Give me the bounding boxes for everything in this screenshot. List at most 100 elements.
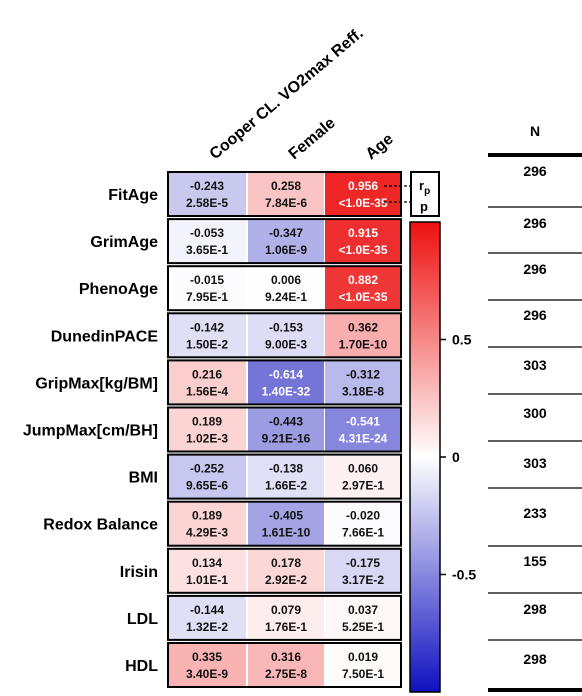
n-value: 155	[523, 553, 547, 569]
cell-p-value: 9.00E-3	[265, 337, 307, 351]
row-label-7: BMI	[129, 470, 158, 487]
cell-r-value: 0.079	[271, 603, 301, 617]
heatmap-cell	[325, 454, 401, 499]
cell-p-value: 2.75E-8	[265, 667, 307, 681]
n-value: 300	[523, 405, 547, 421]
cell-r-value: -0.015	[190, 273, 224, 287]
column-label-2: Female	[286, 115, 339, 164]
row-label-9: Irisin	[120, 564, 158, 581]
colorbar	[409, 221, 441, 693]
heatmap-cell	[248, 595, 324, 640]
row-label-4: DunedinPACE	[51, 328, 159, 345]
cell-r-value: 0.019	[348, 650, 378, 664]
cell-p-value: <1.0E-35	[338, 196, 387, 210]
heatmap-cell	[248, 501, 324, 546]
heatmap-cell	[325, 501, 401, 546]
cell-r-value: 0.134	[192, 556, 222, 570]
row-outline	[167, 500, 402, 547]
cell-p-value: 9.21E-16	[262, 432, 311, 446]
n-value: 233	[523, 505, 547, 521]
colorbar-tick-label: 0	[452, 449, 460, 465]
cell-r-value: 0.258	[271, 179, 301, 193]
row-outline	[167, 218, 402, 265]
cell-p-value: 1.32E-2	[186, 620, 228, 634]
row-label-2: GrimAge	[90, 234, 158, 251]
cell-r-value: -0.153	[269, 320, 303, 334]
row-outline	[167, 547, 402, 594]
row-label-10: LDL	[127, 611, 158, 628]
cell-p-value: 1.66E-2	[265, 479, 307, 493]
row-outline	[167, 453, 402, 500]
heatmap-cell	[248, 360, 324, 405]
cell-r-value: -0.614	[269, 367, 303, 381]
n-value: 298	[523, 601, 547, 617]
colorbar-tick-label: 0.5	[452, 332, 472, 348]
cell-r-value: -0.312	[346, 367, 380, 381]
cell-p-value: 2.92E-2	[265, 573, 307, 587]
heatmap-cell	[325, 407, 401, 452]
cell-p-value: 9.65E-6	[186, 479, 228, 493]
heatmap-cell	[168, 548, 246, 593]
cell-r-value: 0.006	[271, 273, 301, 287]
n-column-header: N	[530, 123, 540, 139]
cell-p-value: 7.50E-1	[342, 667, 384, 681]
cell-p-value: 7.95E-1	[186, 290, 228, 304]
cell-p-value: 2.97E-1	[342, 479, 384, 493]
heatmap-cell	[168, 595, 246, 640]
cell-r-value: -0.252	[190, 462, 224, 476]
heatmap-cell	[168, 219, 246, 264]
n-value: 296	[523, 215, 547, 231]
n-value: 298	[523, 651, 547, 667]
cell-r-value: 0.915	[348, 226, 378, 240]
cell-r-value: -0.175	[346, 556, 380, 570]
row-label-11: HDL	[125, 658, 158, 675]
heatmap-cell	[168, 454, 246, 499]
row-outline	[167, 642, 402, 688]
cell-r-value: 0.037	[348, 603, 378, 617]
heatmap-cell	[325, 360, 401, 405]
row-label-6: JumpMax[cm/BH]	[23, 423, 158, 440]
n-value: 303	[523, 357, 547, 373]
cell-r-value: -0.243	[190, 179, 224, 193]
cell-r-value: -0.347	[269, 226, 303, 240]
n-value: 303	[523, 455, 547, 471]
cell-p-value: 1.61E-10	[262, 526, 311, 540]
cell-p-value: 1.40E-32	[262, 384, 311, 398]
legend-key-box	[410, 171, 440, 217]
cell-p-value: 3.40E-9	[186, 667, 228, 681]
heatmap-cell	[168, 313, 246, 358]
cell-r-value: 0.956	[348, 179, 378, 193]
heatmap-cell	[168, 266, 246, 311]
cell-p-value: 3.17E-2	[342, 573, 384, 587]
n-value: 296	[523, 163, 547, 179]
cell-r-value: -0.541	[346, 415, 380, 429]
legend-layer: 0.5 0 -0.5 rp p	[384, 153, 582, 693]
row-label-1: FitAge	[108, 187, 158, 204]
heatmap-cell	[248, 172, 324, 216]
heatmap-cell	[325, 172, 401, 216]
row-label-3: PhenoAge	[79, 281, 158, 298]
row-outline	[167, 171, 402, 217]
cell-r-value: -0.020	[346, 509, 380, 523]
cell-r-value: -0.443	[269, 415, 303, 429]
cell-r-value: 0.316	[271, 650, 301, 664]
cell-p-value: 4.31E-24	[339, 432, 388, 446]
heatmap-cell	[168, 172, 246, 216]
cell-p-value: 3.18E-8	[342, 384, 384, 398]
cell-p-value: 1.01E-1	[186, 573, 228, 587]
heatmap-cell	[325, 266, 401, 311]
cell-p-value: 1.76E-1	[265, 620, 307, 634]
cell-r-value: 0.882	[348, 273, 378, 287]
cell-p-value: 9.24E-1	[265, 290, 307, 304]
heatmap-cell	[325, 643, 401, 687]
n-value: 296	[523, 261, 547, 277]
row-label-8: Redox Balance	[43, 517, 158, 534]
row-outline	[167, 406, 402, 453]
cells-layer	[167, 171, 402, 688]
cell-r-value: 0.189	[192, 509, 222, 523]
heatmap-cell	[248, 643, 324, 687]
cell-r-value: -0.138	[269, 462, 303, 476]
heatmap-cell	[248, 313, 324, 358]
cell-p-value: 7.66E-1	[342, 526, 384, 540]
